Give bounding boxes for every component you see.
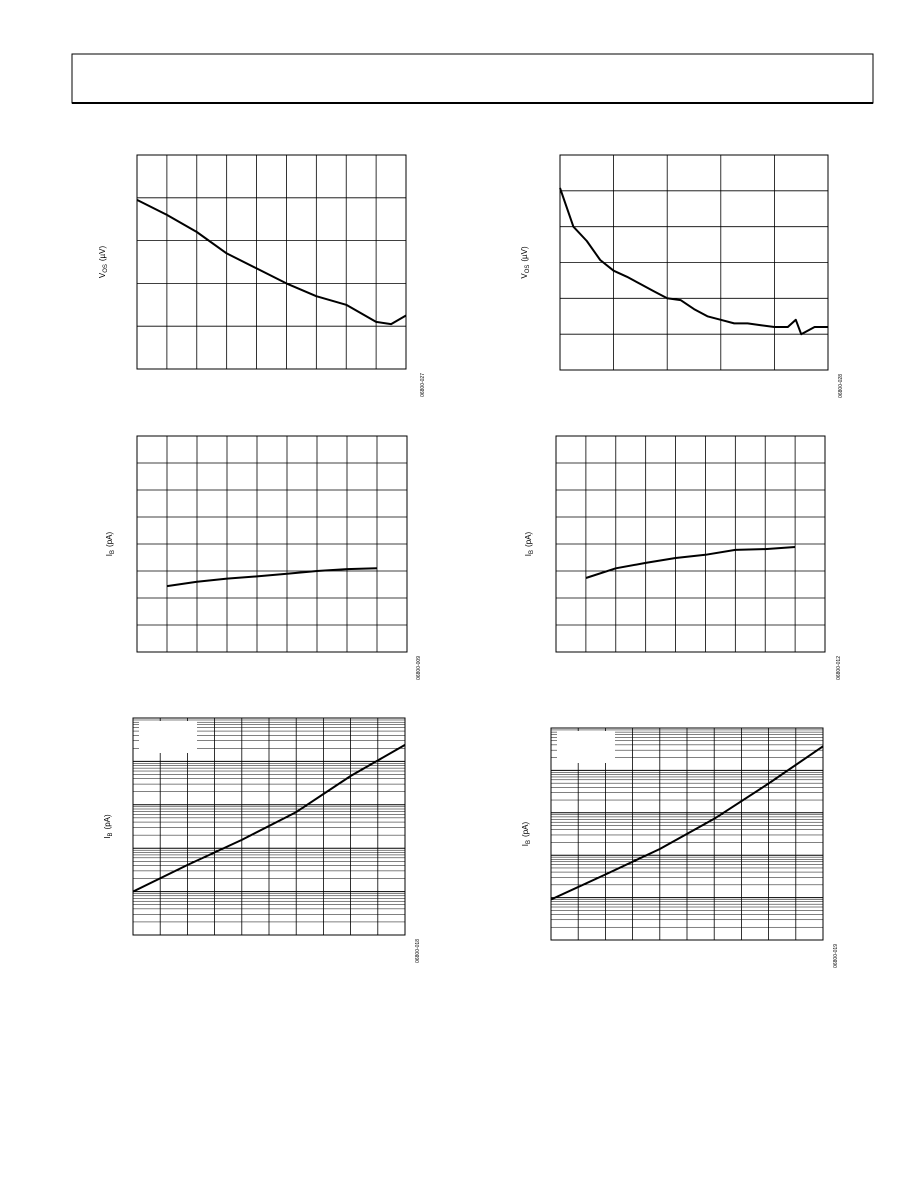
legend-box [139,721,197,753]
label-symbol: I [103,836,112,838]
figure-id: 06800-018 [415,939,421,963]
label-subscript: OS [103,264,109,273]
y-axis-label: IB (pA) [524,531,535,556]
label-unit: (pA) [524,531,533,546]
label-unit: (µV) [98,246,107,262]
chart: IB (pA) 06800-009 [105,435,422,680]
chart: IB (pA) 06800-019 [521,727,839,968]
curve [550,745,824,901]
legend-box [557,731,615,763]
figure-id: 06800-009 [416,656,422,680]
label-subscript: B [529,550,535,554]
curve [166,567,378,588]
label-unit: (pA) [103,814,112,829]
plot-frame [550,727,824,941]
label-symbol: I [105,554,114,556]
figure-id: 06800-019 [833,944,839,968]
figure-id: 06800-027 [420,373,426,397]
figure-id: 06800-028 [838,374,844,398]
plot-frame [132,717,406,936]
curve [132,744,406,893]
chart: VOS (µV) 06800-027 [98,154,426,397]
curve [585,546,796,579]
y-axis-label: IB (pA) [103,814,114,839]
y-axis-label: VOS (µV) [98,246,109,279]
label-symbol: I [524,554,533,556]
curve [136,199,407,326]
label-unit: (µV) [520,246,529,262]
chart: VOS (µV) 06800-028 [520,154,844,398]
label-symbol: V [98,272,107,278]
y-axis-label: VOS (µV) [520,246,531,279]
y-axis-label: IB (pA) [105,531,116,556]
curve [559,187,828,336]
plot-frame [559,154,829,371]
chart: IB (pA) 06800-018 [103,717,421,963]
label-symbol: I [521,844,530,846]
label-symbol: V [520,273,529,279]
header-box [71,53,874,104]
chart: IB (pA) 06800-012 [524,435,842,680]
label-unit: (pA) [105,531,114,546]
label-subscript: B [526,840,532,844]
plot-frame [136,435,408,653]
figure-id: 06800-012 [836,656,842,680]
label-unit: (pA) [521,821,530,836]
label-subscript: B [110,550,116,554]
plot-frame [136,154,407,370]
label-subscript: B [108,832,114,836]
label-subscript: OS [525,265,531,274]
y-axis-label: IB (pA) [521,821,532,846]
plot-frame [555,435,826,653]
